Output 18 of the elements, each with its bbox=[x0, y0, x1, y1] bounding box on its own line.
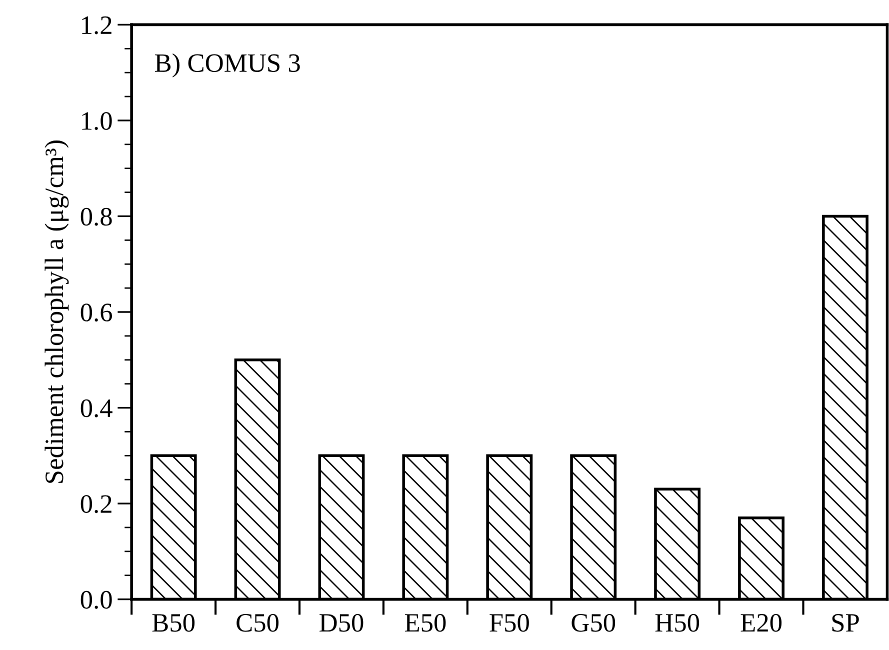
y-tick-label: 1.0 bbox=[82, 112, 112, 130]
y-tick-label: 0.6 bbox=[80, 304, 112, 322]
y-tick-label: 1.2 bbox=[82, 16, 112, 34]
x-tick-label: E50 bbox=[404, 614, 446, 632]
x-tick-label: SP bbox=[832, 614, 859, 632]
x-tick-label: G50 bbox=[572, 614, 616, 632]
y-tick-label: 0.0 bbox=[80, 590, 112, 609]
annotation: B) COMUS 3 bbox=[155, 53, 300, 78]
x-tick-label: H50 bbox=[655, 614, 700, 632]
y-tick-label: 0.8 bbox=[80, 208, 112, 226]
x-tick-label: B50 bbox=[152, 614, 195, 632]
x-tick-label: F50 bbox=[490, 614, 529, 632]
y-tick-label: 0.4 bbox=[80, 399, 112, 418]
x-tick-label: D50 bbox=[320, 614, 364, 632]
x-tick-label: E20 bbox=[740, 614, 782, 632]
x-tick-label: C50 bbox=[236, 614, 278, 632]
y-axis-title: Sediment chlorophyll a (μg/cm³) bbox=[44, 140, 69, 483]
y-tick-label: 0.2 bbox=[80, 495, 112, 514]
